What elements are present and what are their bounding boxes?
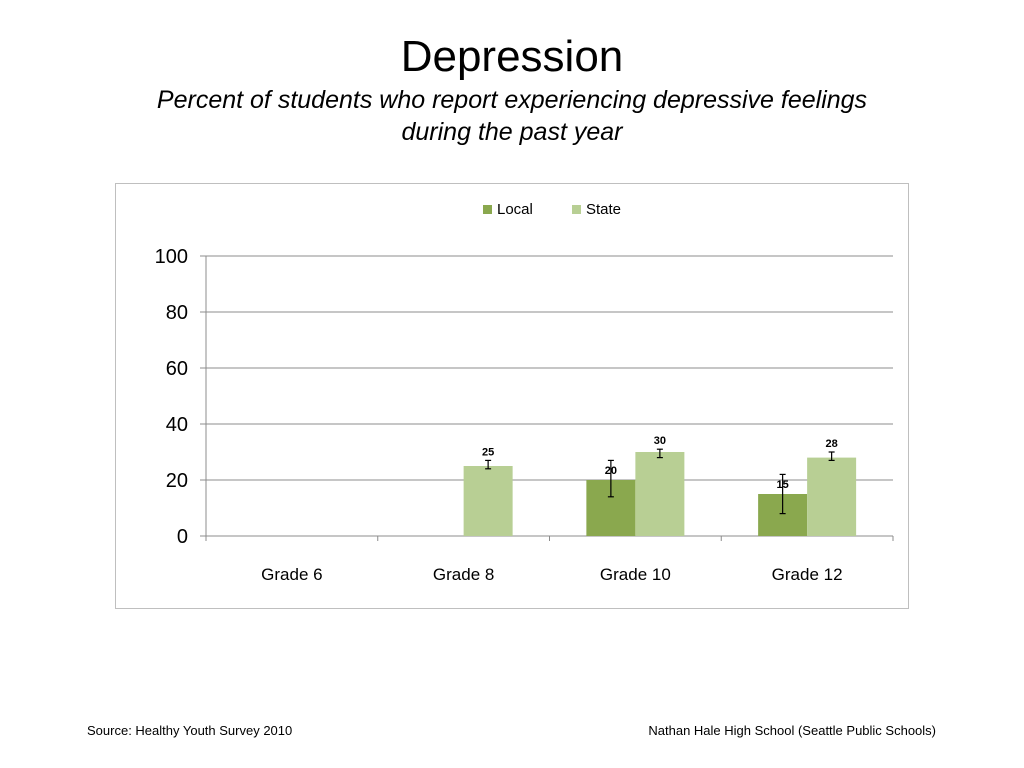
y-tick-label-0: 0 bbox=[177, 526, 188, 548]
legend-label-local: Local bbox=[497, 201, 533, 218]
chart-frame: 0 20 40 60 80 100 Grade 6 Grade 8 Grade 10 Grade … bbox=[115, 183, 909, 609]
data-label-local-grade-10: 20 bbox=[605, 465, 617, 477]
school-note: Nathan Hale High School (Seattle Public … bbox=[648, 723, 936, 738]
x-tick-label-grade-12: Grade 12 bbox=[772, 565, 843, 584]
bar-state-grade-10 bbox=[635, 452, 685, 536]
slide-title: Depression bbox=[400, 32, 624, 81]
legend-swatch-local bbox=[483, 205, 492, 214]
slide-subtitle-line-2: during the past year bbox=[401, 118, 623, 146]
legend-label-state: State bbox=[586, 201, 621, 218]
bar-state-grade-12 bbox=[807, 457, 857, 536]
data-label-state-grade-12: 28 bbox=[826, 438, 838, 450]
x-tick-label-grade-6: Grade 6 bbox=[261, 565, 322, 584]
y-tick-label-80: 80 bbox=[166, 302, 188, 324]
y-tick-label-60: 60 bbox=[166, 358, 188, 380]
title-block: Depression Percent of students who repor… bbox=[0, 30, 1024, 148]
y-tick-label-20: 20 bbox=[166, 470, 188, 492]
bar-state-grade-8 bbox=[463, 466, 513, 536]
x-tick-label-grade-10: Grade 10 bbox=[600, 565, 671, 584]
x-tick-label-grade-8: Grade 8 bbox=[433, 565, 494, 584]
bar-chart: 0 20 40 60 80 100 Grade 6 Grade 8 Grade 10 Grade … bbox=[155, 201, 894, 584]
source-note: Source: Healthy Youth Survey 2010 bbox=[87, 723, 293, 738]
y-tick-label-100: 100 bbox=[155, 246, 188, 268]
legend-swatch-state bbox=[572, 205, 581, 214]
data-label-local-grade-12: 15 bbox=[777, 479, 789, 491]
data-label-state-grade-8: 25 bbox=[482, 446, 494, 458]
slide-subtitle-line-1: Percent of students who report experienc… bbox=[156, 86, 868, 114]
y-tick-label-40: 40 bbox=[166, 414, 188, 436]
data-label-state-grade-10: 30 bbox=[654, 435, 666, 447]
